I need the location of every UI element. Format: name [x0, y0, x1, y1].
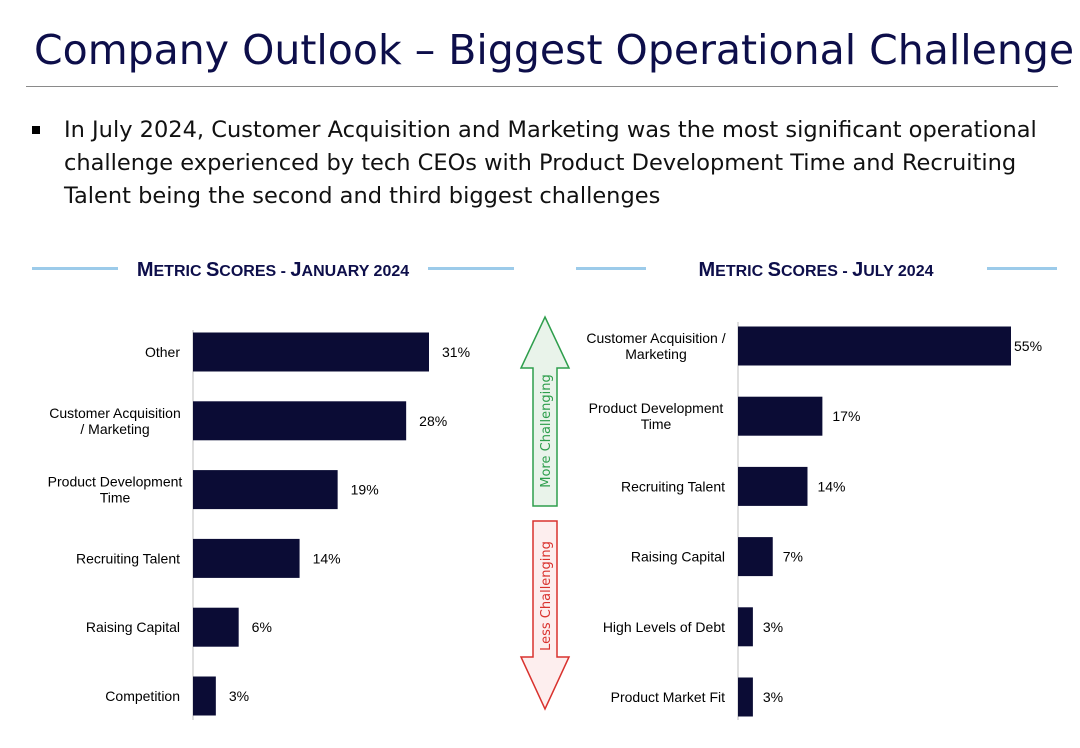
- jan-bar: [193, 401, 407, 441]
- bullet-marker: [32, 126, 40, 134]
- jul-category-label: Product Market Fit: [611, 689, 725, 705]
- jan-value-label: 19%: [351, 482, 379, 498]
- jul-value-label: 3%: [763, 619, 783, 635]
- less-challenging-label: Less Challenging: [539, 541, 554, 651]
- jan-category-label: Raising Capital: [86, 619, 180, 635]
- july-bar-chart: 55% Customer Acquisition / Marketing 17% Pro…: [586, 322, 1042, 720]
- jan-category-label: Recruiting Talent: [76, 550, 180, 566]
- jan-category-label: Competition: [105, 688, 180, 704]
- left-heading-line-right: [428, 267, 514, 270]
- jul-category-label: Product Development Time: [589, 400, 724, 432]
- jul-category-label: Recruiting Talent: [621, 478, 725, 494]
- jul-bar: [738, 607, 753, 647]
- right-heading-line-right: [987, 267, 1057, 270]
- less-challenging-arrow: Less Challenging: [519, 520, 571, 711]
- jul-category-label: Customer Acquisition / Marketing: [586, 330, 725, 362]
- jul-bar: [738, 396, 823, 436]
- jul-value-label: 3%: [763, 689, 783, 705]
- right-chart-title: METRIC SCORES - JULY 2024: [698, 259, 934, 281]
- jan-value-label: 3%: [229, 688, 249, 704]
- jan-bar: [193, 470, 338, 510]
- jan-value-label: 6%: [252, 619, 272, 635]
- left-heading-line-left: [32, 267, 118, 270]
- jan-bar: [193, 676, 216, 716]
- jan-category-label: Customer Acquisition / Marketing: [49, 405, 181, 437]
- jan-category-label: Other: [145, 344, 180, 360]
- jul-value-label: 17%: [832, 408, 860, 424]
- jul-bar: [738, 466, 808, 506]
- left-chart-title: METRIC SCORES - JANUARY 2024: [136, 259, 410, 281]
- jan-value-label: 28%: [419, 413, 447, 429]
- summary-bullet: In July 2024, Customer Acquisition and M…: [64, 117, 1037, 209]
- slide-title: Company Outlook – Biggest Operational Ch…: [34, 26, 1075, 74]
- jul-category-label: High Levels of Debt: [603, 619, 725, 635]
- jul-bar: [738, 677, 753, 717]
- title-divider: [26, 86, 1058, 87]
- more-challenging-label: More Challenging: [539, 374, 554, 487]
- jul-bar: [738, 326, 1011, 366]
- jan-value-label: 31%: [442, 344, 470, 360]
- january-bar-chart: 31% Other 28% Customer Acquisition / Marketi…: [48, 330, 470, 720]
- jul-category-label: Raising Capital: [631, 549, 725, 565]
- jan-bar: [193, 538, 300, 578]
- jul-value-label: 7%: [783, 549, 803, 565]
- jul-value-label: 55%: [1014, 338, 1042, 354]
- jul-value-label: 14%: [817, 478, 845, 494]
- jan-bar: [193, 332, 429, 372]
- jul-bar: [738, 537, 773, 577]
- right-heading-line-left: [576, 267, 646, 270]
- jan-value-label: 14%: [313, 550, 341, 566]
- jan-bar: [193, 607, 239, 647]
- jan-category-label: Product Development Time: [48, 474, 183, 506]
- more-challenging-arrow: More Challenging: [519, 315, 571, 507]
